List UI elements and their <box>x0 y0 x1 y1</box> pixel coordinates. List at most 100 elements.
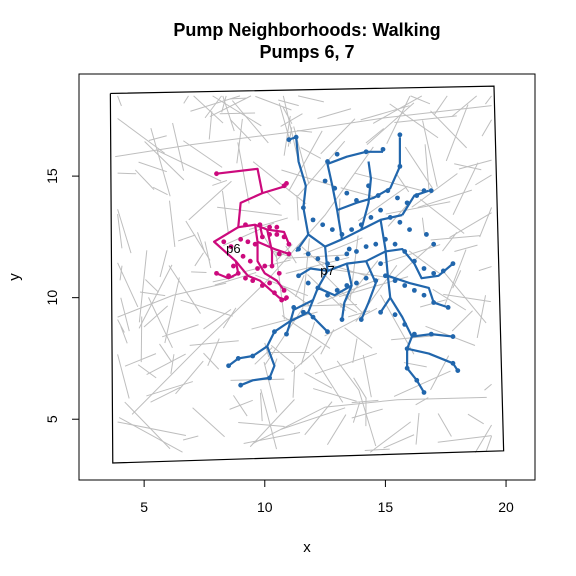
street-segment <box>394 115 457 124</box>
case-point-p7 <box>363 275 369 281</box>
x-tick-label: 15 <box>378 499 394 515</box>
street-segment <box>437 435 492 443</box>
street-segment <box>280 407 346 430</box>
case-point-p7 <box>368 215 374 220</box>
street-segment <box>360 105 410 121</box>
street-segment <box>282 95 300 163</box>
case-point-p7 <box>392 278 398 284</box>
x-tick-label: 20 <box>498 499 514 515</box>
case-point-p6 <box>245 239 251 245</box>
case-point-p6 <box>243 275 248 281</box>
case-point-p6 <box>274 224 280 230</box>
case-point-p7 <box>402 283 408 288</box>
case-point-p6 <box>252 241 258 247</box>
case-point-p7 <box>414 377 420 383</box>
case-point-p7 <box>373 278 379 284</box>
street-segment <box>291 345 322 373</box>
case-point-p6 <box>269 263 275 269</box>
street-segment <box>183 95 189 104</box>
case-point-p6 <box>238 236 244 242</box>
walking-path-p6 <box>266 229 274 267</box>
street-segment <box>117 354 130 399</box>
case-point-p7 <box>354 280 359 286</box>
case-point-p6 <box>279 297 285 303</box>
street-segment <box>180 299 233 317</box>
street-segment <box>124 401 171 450</box>
case-point-p6 <box>259 283 265 288</box>
street-segment <box>120 326 128 344</box>
case-point-p7 <box>424 232 429 237</box>
case-point-p7 <box>334 256 340 262</box>
case-point-p7 <box>325 329 330 335</box>
case-point-p7 <box>293 134 299 140</box>
street-segment <box>383 244 441 264</box>
street-segment <box>451 310 473 332</box>
street-segment <box>288 130 323 192</box>
case-point-p7 <box>358 317 364 322</box>
street-segment <box>352 402 361 423</box>
case-point-p7 <box>296 273 301 279</box>
case-point-p7 <box>320 222 326 228</box>
street-segment <box>138 161 167 173</box>
street-segment <box>364 448 390 452</box>
case-point-p7 <box>349 227 355 232</box>
street-segment <box>443 249 467 307</box>
street-segment <box>170 354 175 374</box>
street-segment <box>300 147 322 159</box>
street-segment <box>422 120 438 187</box>
street-segment <box>339 302 358 314</box>
street-segment <box>348 310 371 318</box>
street-segment <box>474 424 493 453</box>
street-segment <box>230 97 246 100</box>
case-point-p6 <box>214 270 219 276</box>
street-segment <box>317 108 352 119</box>
street-segment <box>369 421 411 453</box>
chart-title: Pump Neighborhoods: Walking <box>173 20 440 40</box>
case-point-p7 <box>325 159 330 164</box>
case-point-p7 <box>296 246 301 252</box>
street-segment <box>119 265 123 281</box>
case-point-p7 <box>339 317 345 322</box>
y-tick-label: 5 <box>44 415 60 423</box>
street-segment <box>449 212 492 238</box>
street-segment <box>270 344 295 365</box>
street-segment <box>351 408 383 419</box>
case-point-p6 <box>250 278 256 284</box>
series-p6 <box>213 167 292 303</box>
street-avenue <box>131 146 374 415</box>
case-point-p6 <box>272 290 277 296</box>
case-point-p7 <box>397 219 403 225</box>
street-segment <box>278 99 299 107</box>
case-point-p7 <box>267 375 273 381</box>
street-segment <box>204 95 222 119</box>
street-segment <box>417 189 473 208</box>
street-segment <box>366 102 415 145</box>
case-point-p7 <box>378 207 383 213</box>
case-point-p7 <box>411 331 417 337</box>
street-segment <box>221 95 227 113</box>
street-segment <box>117 421 187 436</box>
case-point-p6 <box>221 239 227 245</box>
street-avenue <box>115 105 492 158</box>
walking-path-p7 <box>326 150 383 240</box>
case-point-p7 <box>226 363 231 369</box>
case-point-p6 <box>284 181 289 186</box>
street-segment <box>432 288 467 311</box>
street-segment <box>117 172 137 175</box>
walking-path-p7 <box>406 347 459 372</box>
walking-path-p7 <box>387 274 449 309</box>
street-segment <box>485 435 493 452</box>
plot-frame <box>78 73 536 481</box>
street-segment <box>478 266 492 272</box>
street-segment <box>259 392 263 422</box>
street-segment <box>182 435 199 441</box>
case-point-p6 <box>274 232 280 237</box>
street-segment <box>313 388 357 402</box>
case-point-p7 <box>378 309 383 315</box>
street-segment <box>383 434 415 449</box>
street-segment <box>404 146 433 189</box>
walking-path-p7 <box>327 247 454 280</box>
street-segment <box>314 352 377 375</box>
street-segment <box>190 95 241 112</box>
